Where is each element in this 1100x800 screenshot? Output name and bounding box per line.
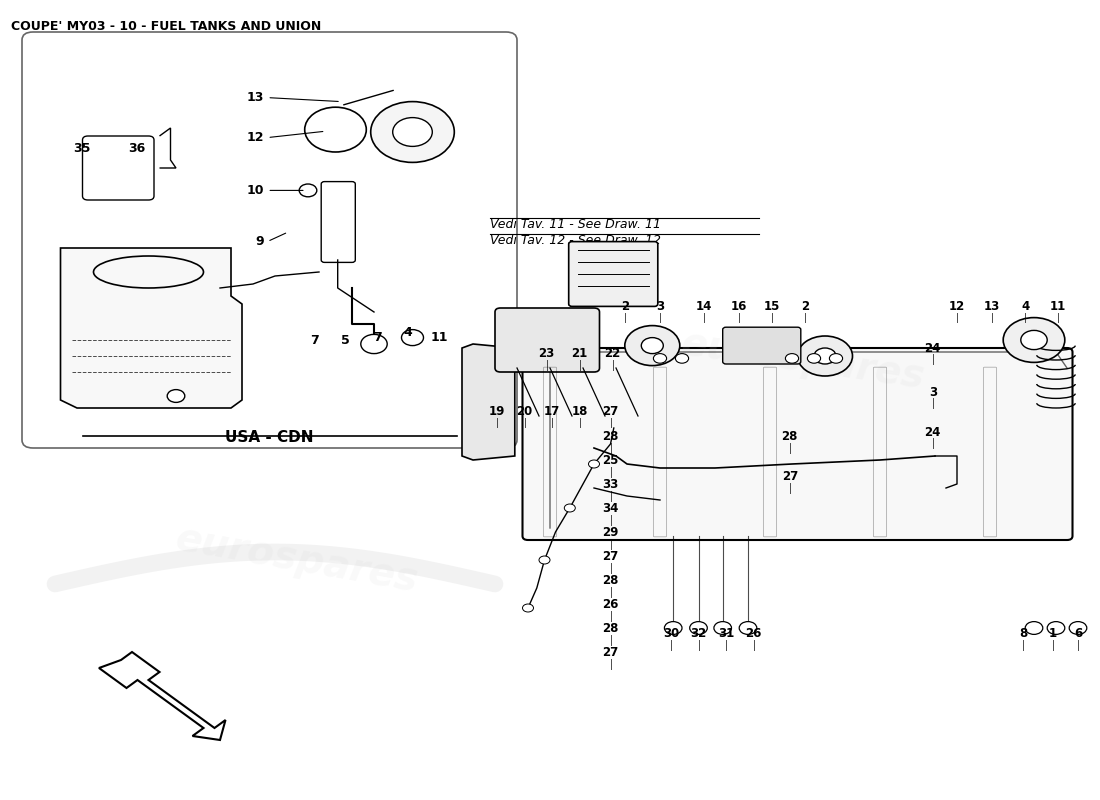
FancyBboxPatch shape [22, 32, 517, 448]
Circle shape [305, 107, 366, 152]
Text: 22: 22 [605, 347, 620, 360]
Text: 19: 19 [490, 405, 505, 418]
Circle shape [625, 326, 680, 366]
Text: 12: 12 [246, 131, 264, 144]
Circle shape [664, 622, 682, 634]
Text: eurospares: eurospares [173, 520, 421, 600]
Text: 7: 7 [373, 331, 382, 344]
Text: 2: 2 [620, 300, 629, 313]
Text: 10: 10 [246, 184, 264, 197]
Circle shape [675, 354, 689, 363]
FancyBboxPatch shape [569, 242, 658, 306]
Circle shape [690, 622, 707, 634]
Text: 32: 32 [691, 627, 706, 640]
Text: 25: 25 [603, 454, 618, 467]
Text: 28: 28 [603, 574, 618, 587]
Text: 9: 9 [255, 235, 264, 248]
Circle shape [371, 102, 454, 162]
Text: Vedi Tav. 12 - See Draw. 12: Vedi Tav. 12 - See Draw. 12 [490, 234, 660, 246]
Circle shape [393, 118, 432, 146]
Circle shape [653, 354, 667, 363]
Text: 8: 8 [1019, 627, 1027, 640]
Circle shape [564, 504, 575, 512]
Text: 21: 21 [572, 347, 587, 360]
Text: 24: 24 [925, 426, 940, 438]
Text: 4: 4 [404, 326, 412, 338]
Text: 18: 18 [572, 405, 587, 418]
Text: 34: 34 [603, 502, 618, 515]
Circle shape [539, 556, 550, 564]
Text: Vedi Tav. 11 - See Draw. 11: Vedi Tav. 11 - See Draw. 11 [490, 218, 660, 230]
Text: 31: 31 [718, 627, 734, 640]
Circle shape [299, 184, 317, 197]
Polygon shape [462, 344, 515, 460]
Circle shape [641, 338, 663, 354]
Text: 4: 4 [1021, 300, 1030, 313]
Circle shape [1047, 622, 1065, 634]
Circle shape [814, 348, 836, 364]
Circle shape [1003, 318, 1065, 362]
Text: USA - CDN: USA - CDN [226, 430, 314, 446]
Circle shape [1021, 330, 1047, 350]
Text: 27: 27 [603, 405, 618, 418]
Text: 14: 14 [696, 300, 712, 313]
Circle shape [1025, 622, 1043, 634]
Text: 11: 11 [1050, 300, 1066, 313]
Text: 20: 20 [517, 405, 532, 418]
Text: 3: 3 [928, 386, 937, 398]
Text: 5: 5 [341, 334, 350, 347]
FancyBboxPatch shape [82, 136, 154, 200]
Text: COUPE' MY03 - 10 - FUEL TANKS AND UNION: COUPE' MY03 - 10 - FUEL TANKS AND UNION [11, 20, 321, 33]
Text: 29: 29 [603, 526, 618, 539]
FancyBboxPatch shape [321, 182, 355, 262]
Polygon shape [99, 652, 226, 740]
Circle shape [807, 354, 821, 363]
Text: 6: 6 [1074, 627, 1082, 640]
Text: 28: 28 [782, 430, 797, 443]
Circle shape [739, 622, 757, 634]
Text: 27: 27 [603, 646, 618, 659]
Polygon shape [60, 248, 242, 408]
Text: 23: 23 [539, 347, 554, 360]
Text: 26: 26 [746, 627, 761, 640]
FancyBboxPatch shape [723, 327, 801, 364]
Text: 30: 30 [663, 627, 679, 640]
Text: 12: 12 [949, 300, 965, 313]
Circle shape [1069, 622, 1087, 634]
Circle shape [588, 460, 600, 468]
Text: 26: 26 [603, 598, 618, 611]
Text: 7: 7 [310, 334, 319, 347]
Text: 27: 27 [603, 550, 618, 563]
Text: 11: 11 [430, 331, 448, 344]
Text: 24: 24 [925, 342, 940, 354]
Circle shape [361, 334, 387, 354]
Text: 13: 13 [984, 300, 1000, 313]
Text: 2: 2 [801, 300, 810, 313]
Text: 15: 15 [764, 300, 780, 313]
FancyBboxPatch shape [522, 348, 1072, 540]
FancyBboxPatch shape [495, 308, 600, 372]
Circle shape [714, 622, 732, 634]
Text: 16: 16 [732, 300, 747, 313]
Text: 28: 28 [603, 430, 618, 443]
Text: 33: 33 [603, 478, 618, 491]
Text: 35: 35 [73, 142, 90, 154]
Text: 3: 3 [656, 300, 664, 313]
Circle shape [798, 336, 852, 376]
Text: 27: 27 [782, 470, 797, 483]
Text: 36: 36 [128, 142, 145, 154]
Circle shape [785, 354, 799, 363]
Text: 13: 13 [246, 91, 264, 104]
Circle shape [829, 354, 843, 363]
Text: eurospares: eurospares [679, 324, 927, 396]
Text: 1: 1 [1048, 627, 1057, 640]
Circle shape [522, 604, 534, 612]
Circle shape [402, 330, 424, 346]
Text: 17: 17 [544, 405, 560, 418]
Circle shape [167, 390, 185, 402]
Text: 28: 28 [603, 622, 618, 635]
